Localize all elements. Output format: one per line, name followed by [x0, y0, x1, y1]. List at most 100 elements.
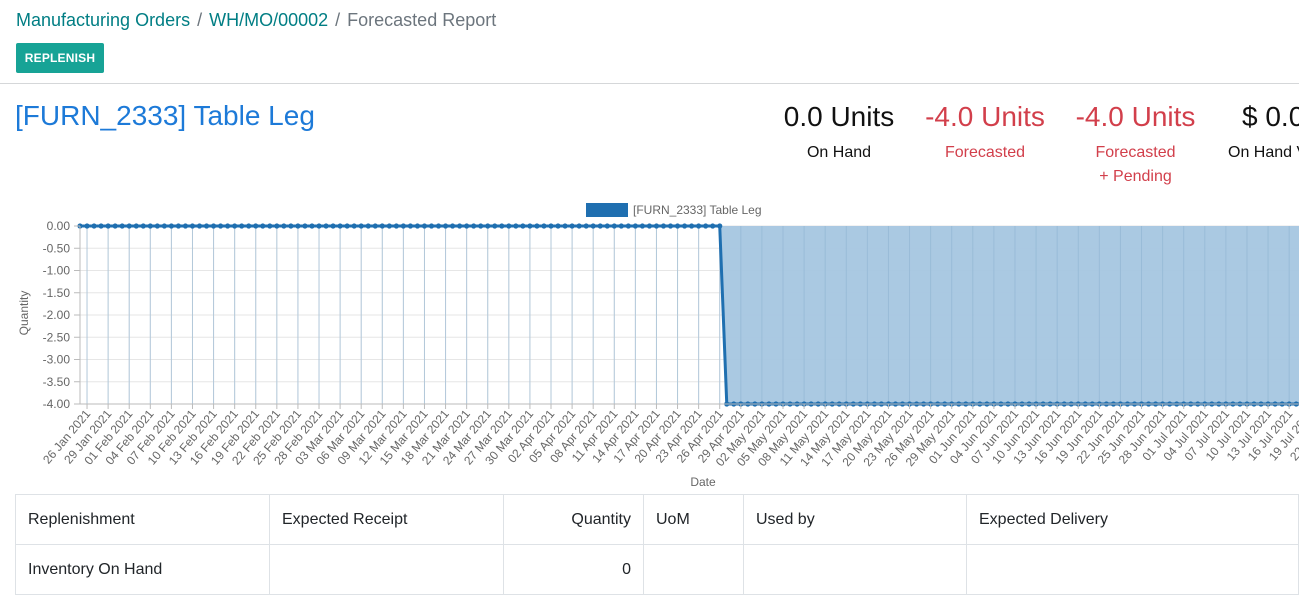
data-point[interactable] — [689, 223, 695, 229]
data-point[interactable] — [253, 223, 259, 229]
data-point[interactable] — [260, 223, 266, 229]
data-point[interactable] — [400, 223, 406, 229]
data-point[interactable] — [239, 223, 245, 229]
data-point[interactable] — [625, 223, 631, 229]
data-point[interactable] — [232, 223, 238, 229]
data-point[interactable] — [703, 223, 709, 229]
data-point[interactable] — [667, 223, 674, 229]
data-point[interactable] — [576, 223, 582, 229]
data-point[interactable] — [154, 223, 160, 229]
data-point[interactable] — [527, 223, 533, 229]
data-point[interactable] — [590, 223, 596, 229]
data-point[interactable] — [274, 223, 280, 229]
data-point[interactable] — [105, 223, 111, 229]
data-point[interactable] — [485, 223, 491, 229]
data-point[interactable] — [449, 223, 456, 229]
data-point[interactable] — [323, 223, 329, 229]
data-point[interactable] — [225, 223, 231, 229]
data-point[interactable] — [316, 223, 322, 229]
data-point[interactable] — [386, 223, 392, 229]
data-point[interactable] — [393, 223, 399, 229]
data-point[interactable] — [414, 223, 421, 229]
data-point[interactable] — [583, 223, 589, 229]
data-point[interactable] — [681, 223, 688, 229]
data-point[interactable] — [660, 223, 667, 229]
breadcrumb-manufacturing-orders[interactable]: Manufacturing Orders — [16, 10, 191, 30]
data-point[interactable] — [471, 223, 477, 229]
data-point[interactable] — [478, 223, 484, 229]
data-point[interactable] — [499, 223, 505, 229]
data-point[interactable] — [639, 223, 646, 229]
data-point[interactable] — [696, 223, 702, 229]
data-point[interactable] — [562, 223, 568, 229]
product-title-link[interactable]: [FURN_2333] Table Leg — [15, 100, 315, 131]
data-point[interactable] — [506, 223, 512, 229]
data-point[interactable] — [710, 223, 716, 229]
data-point[interactable] — [548, 223, 554, 229]
data-point[interactable] — [91, 223, 97, 229]
stat-forecasted[interactable]: -4.0 Units Forecasted — [917, 100, 1053, 165]
data-point[interactable] — [611, 223, 617, 229]
data-point[interactable] — [337, 223, 343, 229]
data-point[interactable] — [218, 223, 224, 229]
data-point[interactable] — [421, 223, 428, 229]
data-point[interactable] — [464, 223, 470, 229]
data-point[interactable] — [457, 223, 463, 229]
data-point[interactable] — [147, 223, 153, 229]
data-point[interactable] — [126, 223, 132, 229]
chart-legend[interactable]: [FURN_2333] Table Leg — [586, 203, 762, 217]
data-point[interactable] — [513, 223, 519, 229]
data-point[interactable] — [344, 223, 350, 229]
data-point[interactable] — [84, 223, 90, 229]
stat-on-hand[interactable]: 0.0 Units On Hand — [775, 100, 903, 165]
data-point[interactable] — [555, 223, 561, 229]
data-point[interactable] — [112, 223, 118, 229]
data-point[interactable] — [646, 223, 653, 229]
data-point[interactable] — [196, 223, 203, 229]
data-point[interactable] — [182, 223, 189, 229]
data-point[interactable] — [365, 223, 371, 229]
data-point[interactable] — [330, 223, 336, 229]
data-point[interactable] — [203, 223, 210, 229]
data-point[interactable] — [288, 223, 294, 229]
data-point[interactable] — [597, 223, 603, 229]
data-point[interactable] — [653, 223, 660, 229]
data-point[interactable] — [372, 223, 378, 229]
data-point[interactable] — [189, 223, 196, 229]
replenish-button[interactable]: REPLENISH — [16, 43, 104, 73]
data-point[interactable] — [133, 223, 139, 229]
data-point[interactable] — [98, 223, 104, 229]
data-point[interactable] — [281, 223, 287, 229]
data-point[interactable] — [140, 223, 146, 229]
data-point[interactable] — [520, 223, 526, 229]
data-point[interactable] — [175, 223, 182, 229]
data-point[interactable] — [246, 223, 252, 229]
data-point[interactable] — [674, 223, 681, 229]
data-point[interactable] — [442, 223, 449, 229]
data-point[interactable] — [604, 223, 610, 229]
data-point[interactable] — [492, 223, 498, 229]
stat-forecasted-pending[interactable]: -4.0 Units Forecasted + Pending — [1067, 100, 1204, 189]
data-point[interactable] — [295, 223, 301, 229]
data-point[interactable] — [302, 223, 308, 229]
data-point[interactable] — [618, 223, 624, 229]
forecast-chart[interactable]: [FURN_2333] Table Leg 0.00 -0.50 -1.00 -1.5… — [0, 195, 1299, 495]
stat-on-hand-value-amount[interactable]: $ 0.0 On Hand V — [1228, 100, 1299, 165]
data-point[interactable] — [534, 223, 540, 229]
breadcrumb-mo-record[interactable]: WH/MO/00002 — [209, 10, 329, 30]
data-point[interactable] — [569, 223, 575, 229]
data-point[interactable] — [428, 223, 435, 229]
data-point[interactable] — [119, 223, 125, 229]
data-point[interactable] — [632, 223, 638, 229]
data-point[interactable] — [358, 223, 364, 229]
data-point[interactable] — [210, 223, 217, 229]
data-point[interactable] — [351, 223, 357, 229]
data-point[interactable] — [541, 223, 547, 229]
data-point[interactable] — [309, 223, 315, 229]
data-point[interactable] — [267, 223, 273, 229]
data-point[interactable] — [168, 223, 174, 229]
data-point[interactable] — [161, 223, 167, 229]
data-point[interactable] — [407, 223, 414, 229]
data-point[interactable] — [717, 223, 723, 229]
data-point[interactable] — [435, 223, 442, 229]
